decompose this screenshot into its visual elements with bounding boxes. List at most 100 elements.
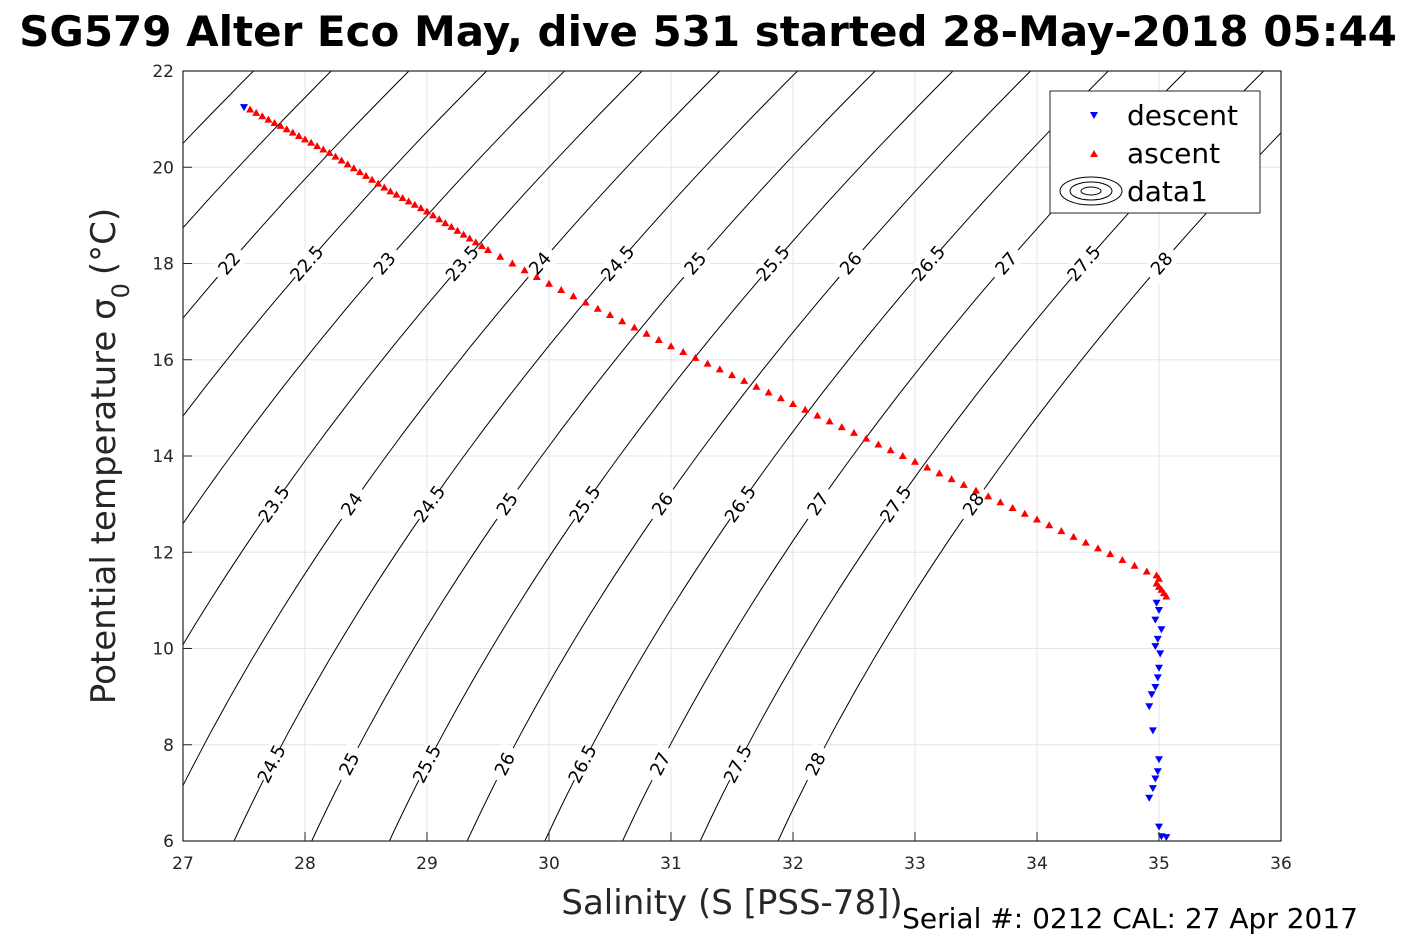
y-axis-title-main: Potential temperature σ	[84, 298, 124, 704]
ascent-point	[972, 486, 980, 494]
ascent-point	[264, 115, 273, 123]
ascent-point	[825, 417, 834, 425]
legend-descent-label: descent	[1127, 99, 1238, 132]
ascent-point	[874, 440, 883, 448]
contour-label-bg	[986, 242, 1027, 285]
y-axis-title-unit: (°C)	[84, 208, 124, 275]
descent-point	[1155, 607, 1163, 614]
ascent-point	[813, 411, 822, 419]
contour-label-bg	[721, 483, 760, 526]
ascent-point	[301, 135, 309, 143]
ascent-point	[319, 145, 328, 153]
ascent-point	[477, 242, 486, 250]
legend: descent ascent data1	[1049, 90, 1261, 214]
descent-point	[1145, 794, 1154, 802]
ascent-point	[606, 310, 614, 318]
contour-label-bg	[331, 742, 368, 786]
x-tick-label: 28	[294, 854, 316, 874]
ascent-point	[386, 187, 395, 195]
isopycnal-line	[311, 71, 876, 841]
ascent-point	[453, 226, 462, 234]
ascent-point	[850, 428, 858, 436]
ascent-point	[776, 394, 785, 402]
contour-label-bg	[520, 242, 561, 285]
ascent-point	[416, 204, 425, 212]
ascent-point	[465, 234, 474, 242]
x-tick-label: 29	[416, 854, 438, 874]
ascent-point	[331, 152, 340, 160]
ascent-point	[288, 128, 297, 136]
ascent-point	[862, 434, 871, 442]
ascent-point	[752, 382, 761, 390]
ascent-point	[935, 469, 944, 477]
descent-point	[1148, 785, 1157, 793]
descent-point	[1148, 727, 1157, 735]
ascent-point	[355, 168, 364, 176]
contour-label-bg	[254, 483, 294, 526]
descent-point	[1157, 626, 1166, 634]
ascent-point	[667, 342, 675, 350]
y-tick-label: 18	[152, 255, 174, 275]
ascent-point	[435, 215, 444, 223]
contour-label-bg	[876, 483, 916, 526]
ascent-point	[459, 230, 468, 238]
x-axis-title: Salinity (S [PSS-78])	[561, 883, 902, 923]
ascent-point	[246, 105, 255, 113]
ascent-point	[1045, 521, 1054, 529]
ascent-point	[1106, 550, 1115, 558]
x-tick-label: 35	[1148, 854, 1170, 874]
descent-point	[240, 104, 248, 112]
x-axis-ticks: 27 28 29 30 31 32 33 34 35 36	[172, 832, 1292, 874]
ascent-point	[715, 365, 724, 373]
ascent-point	[630, 323, 639, 331]
ascent-point	[325, 148, 334, 156]
ascent-point	[545, 279, 553, 287]
ascent-point	[484, 246, 492, 254]
isopycnal-line	[388, 71, 954, 841]
descent-point	[1162, 834, 1171, 841]
ascent-point	[691, 353, 700, 361]
contour-label-bg	[253, 742, 290, 786]
ascent-point	[947, 475, 956, 483]
ascent-point	[837, 423, 846, 431]
ascent-point	[1008, 503, 1017, 511]
ascent-point	[447, 222, 456, 230]
ascent-point	[1057, 527, 1066, 535]
contour-label-bg	[908, 242, 949, 285]
isopycnal-line	[183, 71, 332, 229]
ascent-point	[423, 207, 431, 215]
ascent-point	[410, 200, 419, 208]
isopycnal-line	[183, 71, 410, 319]
descent-point	[1156, 650, 1165, 658]
ascent-point	[441, 219, 450, 227]
ascent-point	[398, 194, 407, 202]
serial-cal-text: Serial #: 0212 CAL: 27 Apr 2017	[902, 902, 1358, 935]
x-tick-label: 32	[782, 854, 804, 874]
ascent-point	[1162, 592, 1171, 600]
contour-label-bg	[564, 742, 601, 786]
y-tick-label: 8	[163, 736, 174, 756]
ascent-point	[789, 400, 797, 408]
descent-point	[1153, 768, 1162, 776]
contour-label-bg	[753, 242, 794, 285]
descent-point	[1145, 703, 1154, 711]
ascent-point	[642, 329, 651, 337]
legend-descent-marker	[1090, 112, 1098, 119]
ascent-point	[429, 211, 438, 219]
descent-point	[1151, 643, 1160, 651]
ascent-point	[703, 359, 712, 367]
svg-text:Potential temperature σ0(°C): Potential temperature σ0 (°C)	[84, 208, 135, 704]
ascent-point	[258, 112, 267, 120]
y-tick-label: 14	[152, 447, 174, 467]
ascent-point	[471, 238, 480, 246]
x-tick-label: 36	[1270, 854, 1292, 874]
ascent-point	[996, 498, 1005, 506]
ascent-point	[764, 388, 773, 396]
contour-label-bg	[830, 242, 872, 285]
ascent-point	[581, 298, 590, 306]
descent-point	[1153, 635, 1162, 643]
ascent-point	[801, 405, 810, 413]
ascent-point	[276, 121, 285, 129]
ascent-point	[1094, 544, 1102, 552]
ascent-point	[307, 138, 316, 146]
